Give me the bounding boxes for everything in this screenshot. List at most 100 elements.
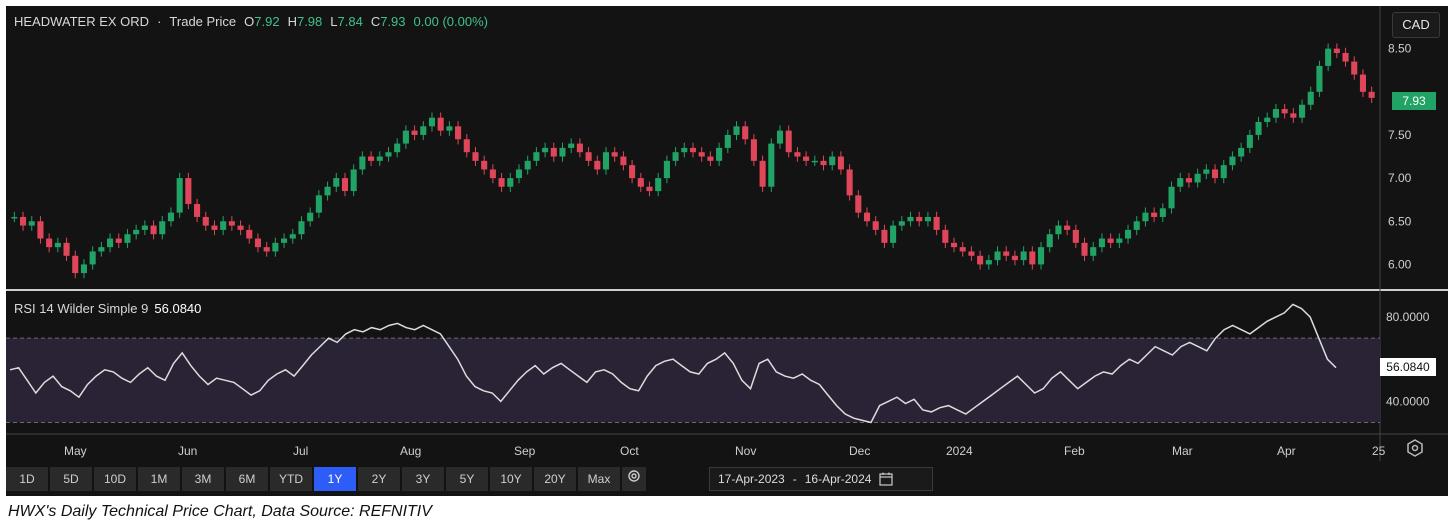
candle-body: [402, 130, 409, 144]
candle-body: [1298, 104, 1306, 118]
range-button-1m[interactable]: 1M: [138, 467, 180, 491]
candle-body: [1003, 251, 1010, 256]
x-tick-label: Feb: [1064, 444, 1085, 458]
settings-gear-icon[interactable]: [1406, 439, 1424, 457]
candle-body: [281, 238, 288, 243]
candle-body: [307, 212, 314, 222]
candle-body: [1098, 238, 1105, 248]
range-button-6m[interactable]: 6M: [226, 467, 268, 491]
range-button-10y[interactable]: 10Y: [490, 467, 532, 491]
currency-selector[interactable]: CAD: [1392, 12, 1440, 38]
range-button-ytd[interactable]: YTD: [270, 467, 312, 491]
candle-body: [420, 126, 427, 135]
figure-caption: HWX's Daily Technical Price Chart, Data …: [8, 503, 432, 520]
candle-body: [194, 204, 201, 217]
range-button-1d[interactable]: 1D: [6, 467, 48, 491]
candle-body: [167, 212, 175, 222]
x-tick-label: Mar: [1172, 444, 1193, 458]
candle-body: [237, 225, 244, 230]
open-label: O: [244, 14, 255, 29]
candle-body: [1142, 212, 1149, 222]
candle-body: [776, 130, 784, 144]
candle-body: [942, 229, 949, 243]
candle-body: [63, 242, 70, 256]
candle-body: [333, 178, 340, 187]
candle-body: [594, 160, 601, 170]
candle-body: [141, 225, 148, 230]
candle-body: [785, 130, 792, 153]
candle-body: [1246, 134, 1253, 148]
candle-body: [489, 169, 496, 179]
candle-body: [176, 178, 183, 213]
candle-body: [698, 152, 705, 157]
range-button-5y[interactable]: 5Y: [446, 467, 488, 491]
candle-body: [1029, 251, 1036, 265]
candle-body: [907, 216, 914, 222]
candle-body: [385, 152, 392, 157]
x-tick-label: Nov: [735, 444, 756, 458]
toolbar-settings-icon[interactable]: [622, 467, 646, 491]
rsi-value: 56.0840: [154, 301, 202, 316]
candle-body: [324, 186, 331, 196]
candle-body: [472, 152, 479, 161]
candle-body: [733, 126, 740, 135]
candle-body: [133, 229, 140, 235]
candle-body: [863, 212, 871, 222]
candle-body: [124, 234, 131, 243]
candle-body: [159, 221, 166, 235]
candle-body: [768, 143, 775, 187]
date-range-picker[interactable]: 17-Apr-2023 - 16-Apr-2024: [709, 467, 933, 491]
candle-body: [542, 147, 549, 153]
x-tick-label: Sep: [514, 444, 536, 458]
candle-body: [115, 238, 122, 243]
candle-body: [585, 152, 592, 161]
candle-body: [1177, 178, 1184, 187]
range-button-max[interactable]: Max: [578, 467, 620, 491]
candle-body: [481, 160, 488, 170]
candle-body: [28, 221, 35, 226]
rsi-header: RSI 14 Wilder Simple 9 56.0840: [14, 301, 201, 316]
date-from: 17-Apr-2023: [718, 472, 785, 486]
candle-body: [1368, 91, 1375, 98]
candle-body: [1159, 208, 1166, 217]
price-tick-label: 7.00: [1388, 171, 1412, 185]
candle-body: [1333, 48, 1340, 53]
price-tick-label: 6.50: [1388, 214, 1412, 228]
candle-body: [681, 147, 688, 153]
x-tick-label: Jul: [293, 444, 308, 458]
candle-body: [98, 247, 105, 252]
candle-body: [107, 238, 114, 248]
range-button-1y[interactable]: 1Y: [314, 467, 356, 491]
candle-body: [341, 178, 349, 192]
candle-body: [611, 152, 618, 157]
chart-frame: 8.50 7.50 7.00 6.50 6.00 80.0000 40.0000 May Jun…: [6, 6, 1448, 496]
candle-body: [254, 238, 262, 248]
x-tick-label: May: [64, 444, 87, 458]
range-button-3y[interactable]: 3Y: [402, 467, 444, 491]
candle-body: [350, 169, 357, 192]
candle-body: [1211, 169, 1219, 179]
candle-body: [890, 225, 897, 243]
range-button-10d[interactable]: 10D: [94, 467, 136, 491]
range-button-3m[interactable]: 3M: [182, 467, 224, 491]
candle-body: [576, 143, 583, 153]
candle-body: [54, 242, 61, 248]
candle-body: [1107, 238, 1114, 243]
candle-body: [794, 152, 801, 157]
candle-body: [1203, 169, 1210, 174]
range-button-2y[interactable]: 2Y: [358, 467, 400, 491]
rsi-tick-label: 80.0000: [1386, 310, 1430, 324]
candle-body: [629, 165, 636, 179]
candle-body: [228, 221, 235, 226]
candle-body: [1325, 48, 1332, 66]
open-value: 7.92: [254, 14, 280, 29]
candle-body: [550, 147, 557, 157]
candle-body: [881, 229, 888, 243]
candle-body: [1194, 173, 1201, 183]
candle-body: [455, 126, 462, 140]
candle-body: [1011, 255, 1018, 261]
range-button-5d[interactable]: 5D: [50, 467, 92, 491]
change-value: 0.00 (0.00%): [413, 14, 488, 29]
range-button-20y[interactable]: 20Y: [534, 467, 576, 491]
candle-body: [524, 160, 531, 170]
